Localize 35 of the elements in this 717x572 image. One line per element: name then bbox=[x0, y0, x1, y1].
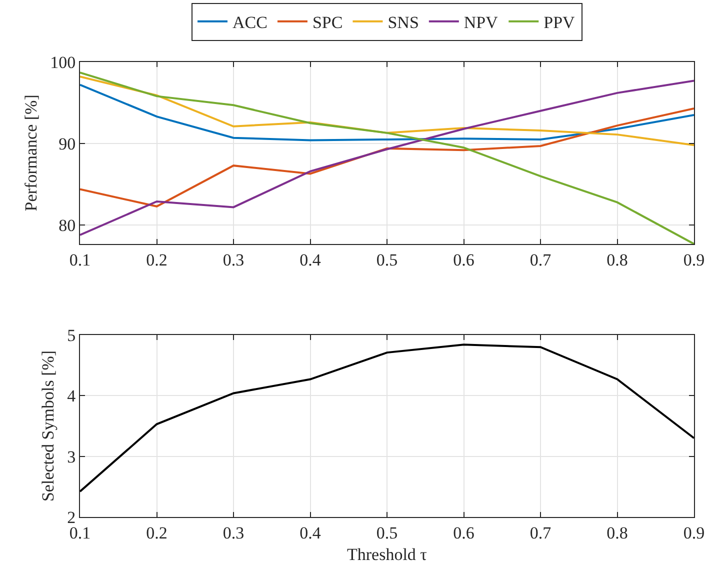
x-tick-label: 0.6 bbox=[453, 523, 474, 542]
y-axis-title: Selected Symbols [%] bbox=[38, 350, 58, 502]
x-tick-label: 0.3 bbox=[222, 250, 244, 270]
x-tick-label: 0.8 bbox=[606, 523, 628, 542]
legend-label: SNS bbox=[388, 13, 419, 32]
y-tick-label: 80 bbox=[58, 216, 76, 236]
y-tick-label: 5 bbox=[67, 326, 76, 345]
x-tick-label: 0.7 bbox=[530, 250, 552, 270]
line-series bbox=[80, 344, 694, 493]
x-tick-label: 0.2 bbox=[146, 523, 168, 542]
legend-label: ACC bbox=[232, 13, 268, 32]
x-tick-label: 0.7 bbox=[530, 523, 552, 542]
y-tick-label: 90 bbox=[58, 134, 76, 154]
line-series bbox=[80, 84, 694, 142]
x-tick-label: 0.5 bbox=[376, 523, 398, 542]
y-tick-label: 100 bbox=[50, 52, 76, 72]
x-tick-label: 0.2 bbox=[146, 250, 168, 270]
x-tick-label: 0.9 bbox=[683, 250, 705, 270]
legend-label: SPC bbox=[312, 13, 343, 32]
line-series bbox=[80, 107, 694, 208]
x-tick-label: 0.3 bbox=[222, 523, 244, 542]
legend-label: NPV bbox=[464, 13, 499, 32]
x-tick-label: 0.1 bbox=[69, 250, 91, 270]
x-tick-label: 0.6 bbox=[453, 250, 474, 270]
x-tick-label: 0.4 bbox=[300, 250, 322, 270]
y-tick-label: 3 bbox=[67, 447, 76, 466]
x-tick-label: 0.8 bbox=[606, 250, 628, 270]
x-tick-label: 0.9 bbox=[683, 523, 705, 542]
x-tick-label: 0.4 bbox=[300, 523, 322, 542]
x-axis-title: Threshold τ bbox=[346, 544, 428, 564]
y-tick-label: 4 bbox=[67, 386, 76, 406]
x-tick-label: 0.5 bbox=[376, 250, 398, 270]
y-axis-title: Performance [%] bbox=[22, 94, 41, 212]
legend-label: PPV bbox=[544, 13, 576, 32]
line-series bbox=[80, 76, 694, 146]
